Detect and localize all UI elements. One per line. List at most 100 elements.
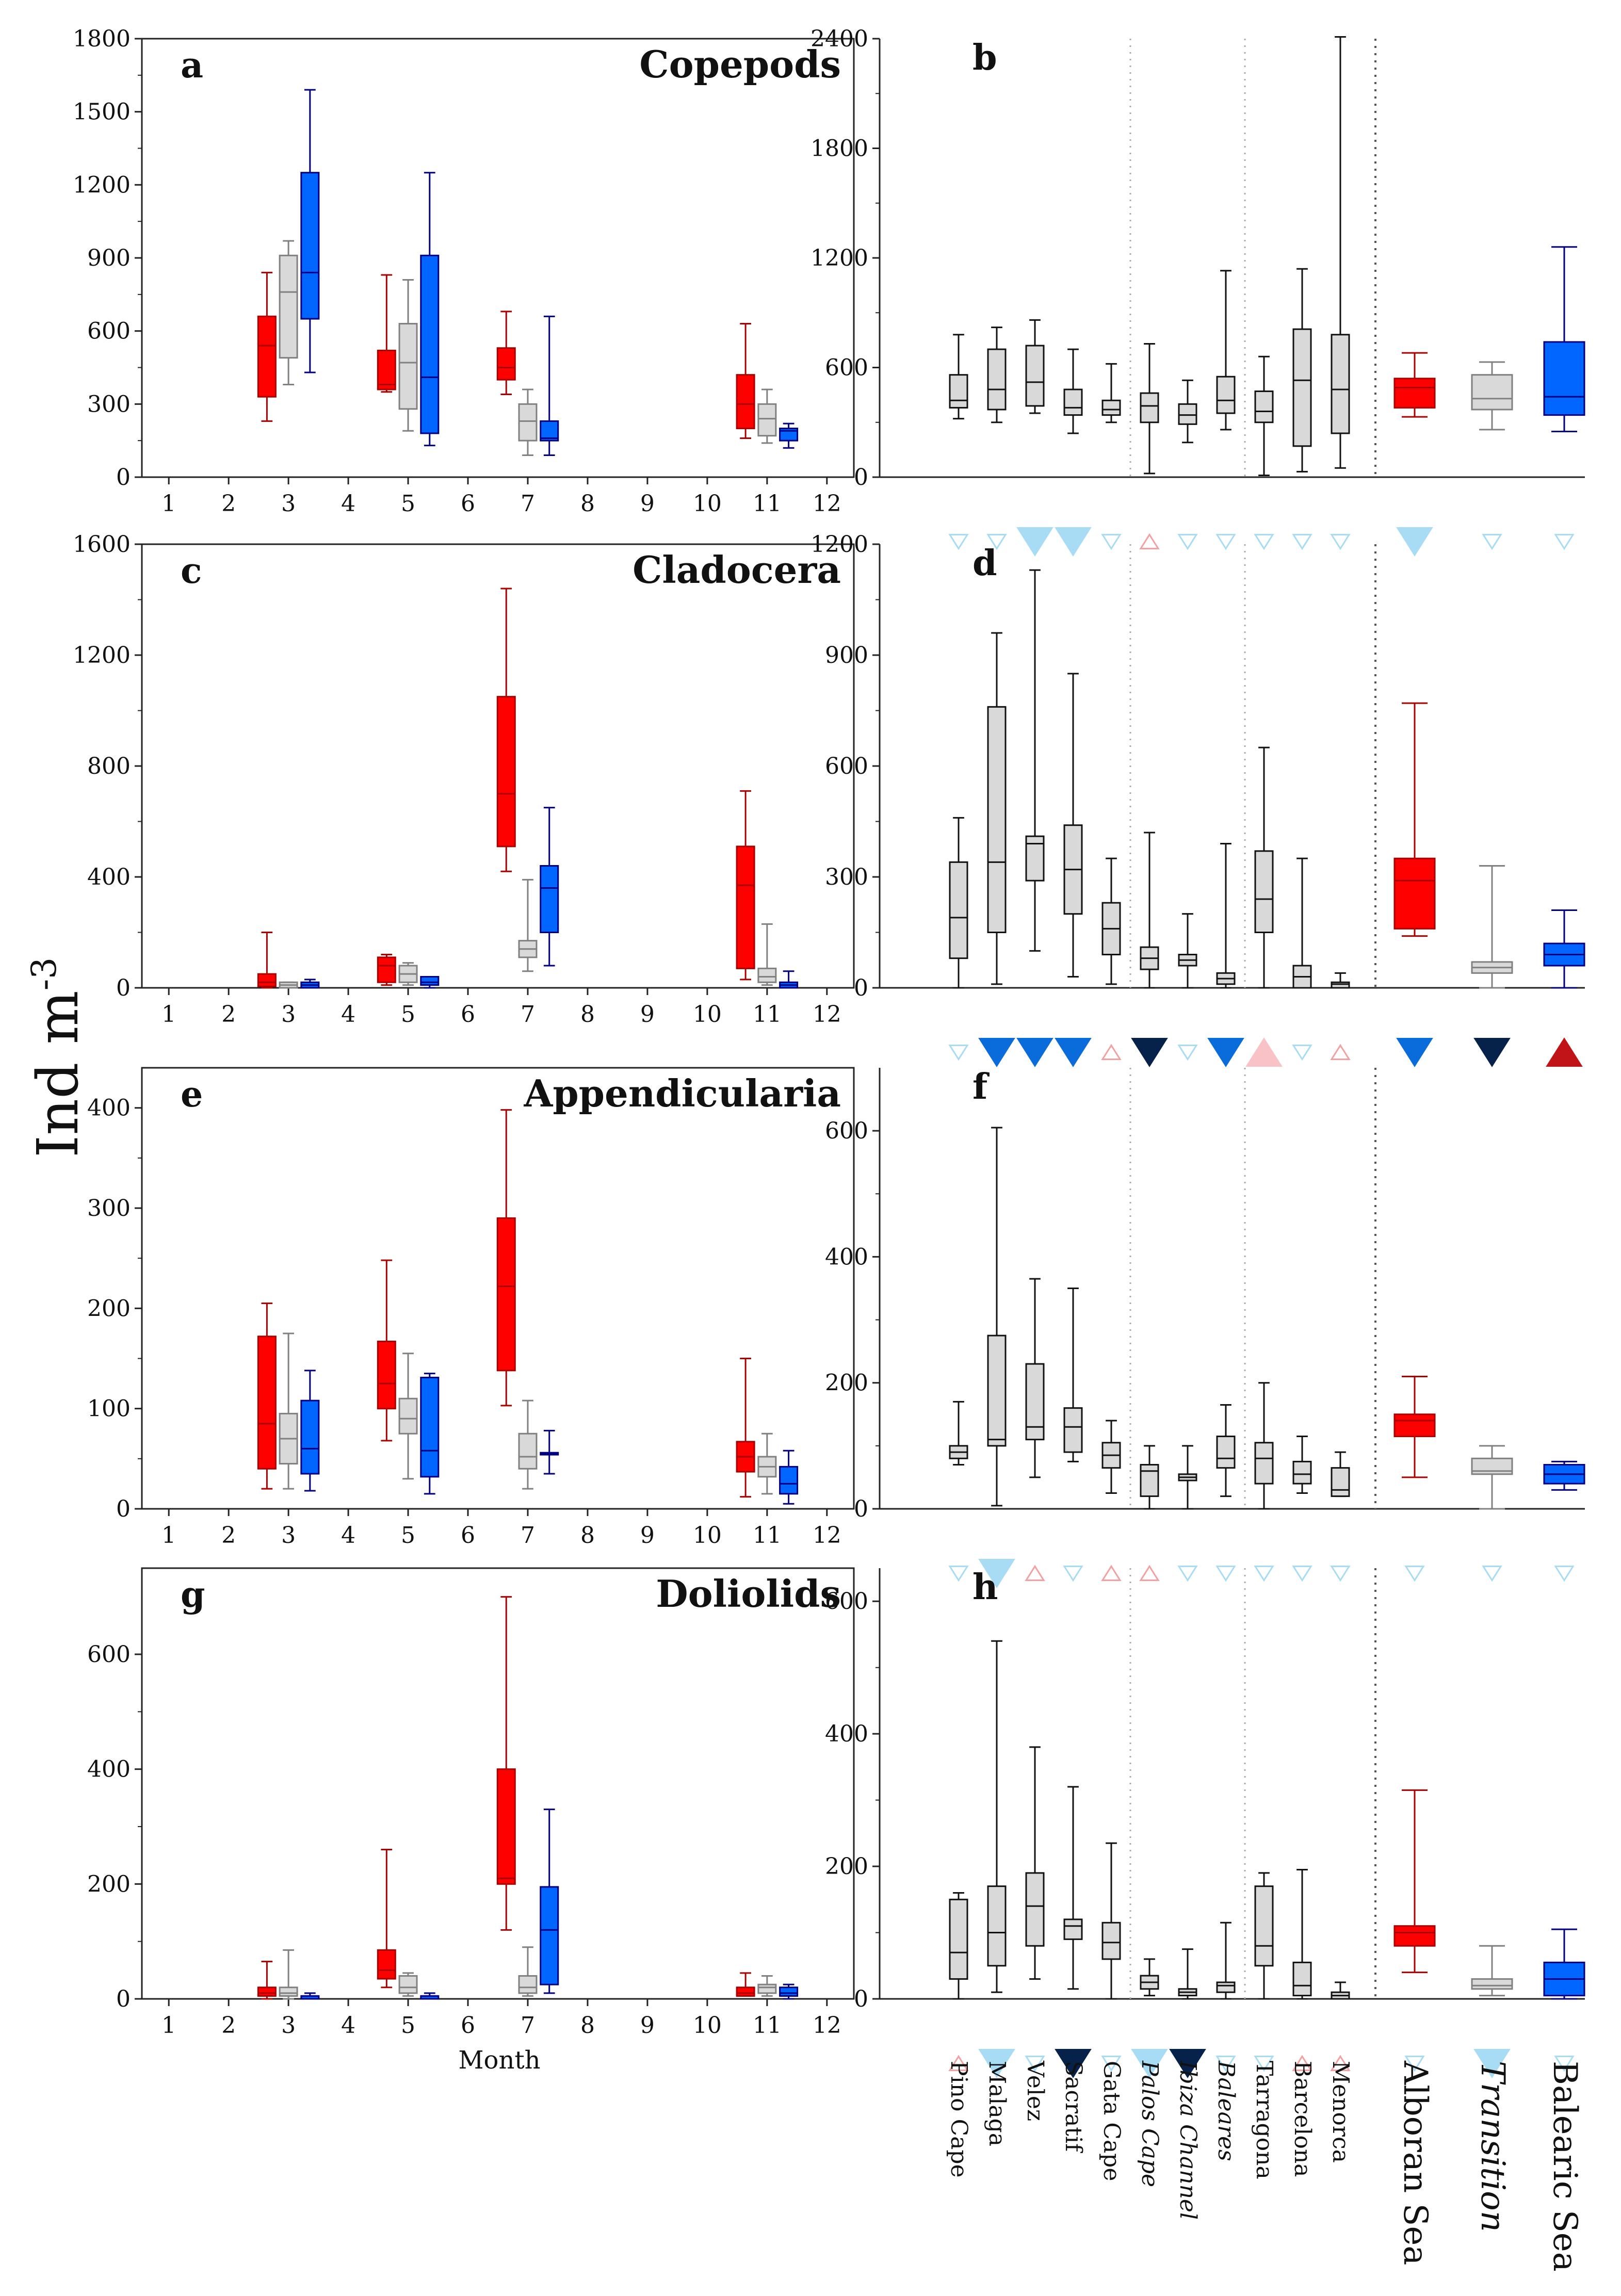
box-site-sacratif-box	[1063, 388, 1083, 416]
trend-down-marker	[1215, 534, 1236, 550]
y-tick-label: 900	[825, 642, 868, 669]
box-site-tarragona-box	[1254, 850, 1274, 934]
trend-down-marker	[1292, 1566, 1312, 1582]
x-tick-label: 8	[580, 2012, 595, 2039]
box-transition-m5-box	[398, 323, 418, 410]
box-balearic-m11-box	[779, 1465, 799, 1495]
box-site-malaga-box	[987, 1334, 1007, 1447]
trend-down-marker	[1292, 534, 1312, 550]
y-tick-label: 1200	[810, 531, 868, 558]
box-site-barcelona-box	[1292, 1961, 1312, 1997]
box-balearic-m11-box	[779, 1986, 799, 1997]
box-balearic-m5-box	[420, 1376, 440, 1478]
site-label-menorca: Menorca	[1327, 2061, 1354, 2163]
box-alboran-m3-box	[257, 1986, 277, 1997]
box-site-transition-box	[1471, 1457, 1513, 1475]
y-tick-label: 200	[87, 1871, 131, 1897]
x-tick-label: 10	[693, 2012, 722, 2039]
y-tick-label: 400	[87, 1095, 131, 1121]
y-tick-label: 1800	[73, 26, 131, 52]
box-site-gata-cape-box	[1101, 1922, 1121, 1960]
y-tick-label: 200	[825, 1853, 868, 1880]
panel-title: Appendicularia	[523, 1071, 841, 1115]
box-balearic-m7-box	[540, 865, 559, 933]
y-tick-label: 1500	[73, 99, 131, 125]
box-site-balearic-sea-box	[1543, 341, 1585, 416]
trend-down-marker	[978, 1559, 1015, 1588]
box-alboran-m11-box	[736, 374, 755, 430]
box-site-barcelona-box	[1292, 1460, 1312, 1485]
trend-up-marker	[1330, 2055, 1351, 2071]
box-site-ibiza-channel-box	[1178, 403, 1197, 425]
y-tick-label: 1800	[810, 136, 868, 162]
y-tick-label: 0	[854, 464, 868, 491]
site-label-ibiza-channel: Ibiza Channel	[1175, 2060, 1201, 2220]
x-tick-label: 5	[401, 1522, 415, 1549]
y-tick-label: 300	[87, 1195, 131, 1222]
trend-down-marker	[1207, 1038, 1244, 1067]
box-site-alboran-sea-box	[1393, 1413, 1436, 1438]
y-tick-label: 1600	[73, 531, 131, 558]
x-tick-label: 2	[221, 2012, 236, 2039]
x-axis-label: Month	[458, 2046, 540, 2075]
trend-down-marker	[986, 534, 1007, 550]
site-labels: Pino Cape Malaga Velez Sacratif Gata Cape Pal…	[946, 2060, 1584, 2272]
box-site-tarragona-box	[1254, 1885, 1274, 1967]
box-transition-m7-box	[518, 1432, 538, 1470]
y-tick-label: 0	[116, 464, 131, 491]
x-tick-label: 3	[281, 491, 296, 517]
box-balearic-m7-box	[540, 420, 559, 442]
site-label-pino-cape: Pino Cape	[946, 2061, 972, 2178]
trend-down-marker	[948, 1045, 969, 1061]
y-tick-label: 800	[87, 753, 131, 779]
box-site-velez-box	[1025, 1363, 1045, 1441]
x-tick-label: 9	[640, 1001, 655, 1028]
x-tick-label: 1	[161, 1001, 176, 1028]
box-site-tarragona-box	[1254, 1442, 1274, 1485]
panel-d-cladocera-sites: 0 300 600 900 1200 d	[810, 531, 1585, 1067]
panel-title: Copepods	[639, 42, 841, 86]
trend-down-marker	[1404, 2056, 1425, 2072]
box-site-malaga-box	[987, 348, 1007, 411]
site-label-gata-cape: Gata Cape	[1098, 2061, 1125, 2181]
x-tick-label: 4	[341, 1522, 355, 1549]
x-tick-label: 12	[813, 2012, 841, 2039]
y-tick-label: 600	[825, 1588, 868, 1615]
trend-down-marker	[1055, 2049, 1092, 2078]
trend-down-marker	[1330, 1566, 1351, 1582]
site-label-velez: Velez	[1022, 2060, 1048, 2121]
box-site-pino-cape-box	[949, 1898, 968, 1980]
box-site-sacratif-box	[1063, 1407, 1083, 1453]
region-label-transition: Transition	[1473, 2061, 1512, 2232]
x-tick-label: 6	[461, 2012, 475, 2039]
trend-down-marker	[1025, 2056, 1045, 2072]
trend-down-marker	[948, 1566, 969, 1582]
trend-up-marker	[1330, 1044, 1351, 1060]
box-alboran-m7-box	[496, 347, 516, 381]
x-tick-label: 1	[161, 491, 176, 517]
box-alboran-m3-box	[257, 315, 277, 398]
box-alboran-m5-box	[377, 1949, 396, 1980]
box-site-sacratif-box	[1063, 1918, 1083, 1940]
x-tick-label: 5	[401, 1001, 415, 1028]
trend-down-marker	[1101, 2056, 1122, 2072]
box-site-gata-cape-box	[1101, 399, 1121, 416]
trend-down-marker	[1016, 527, 1053, 557]
x-tick-label: 9	[640, 1522, 655, 1549]
x-tick-label: 5	[401, 2012, 415, 2039]
box-transition-m11-box	[757, 403, 777, 437]
trend-down-marker	[1063, 1566, 1083, 1582]
box-transition-m11-box	[757, 1983, 777, 1994]
trend-down-marker	[1169, 2049, 1206, 2078]
box-transition-m11-box	[757, 967, 777, 983]
trend-down-marker	[948, 534, 969, 550]
trend-down-marker	[1131, 2049, 1168, 2078]
panel-title: Cladocera	[633, 548, 841, 592]
box-site-malaga-box	[987, 1885, 1007, 1967]
box-transition-m7-box	[518, 403, 538, 442]
box-site-malaga-box	[987, 706, 1007, 934]
y-tick-label: 0	[116, 1496, 131, 1522]
